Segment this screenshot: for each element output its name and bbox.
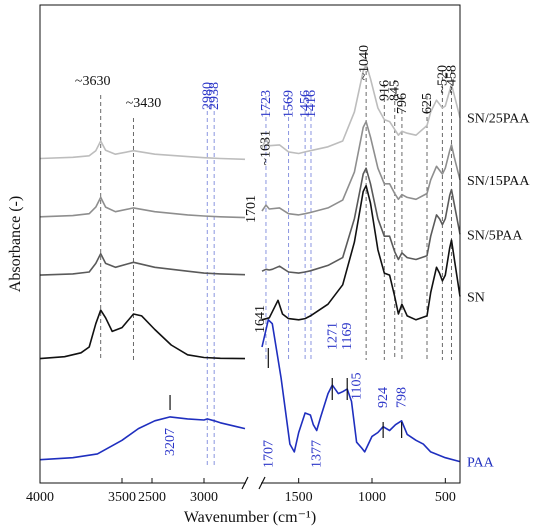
peak-label: 1701 bbox=[244, 195, 259, 223]
peak-label: ~3430 bbox=[126, 96, 162, 111]
peak-label: 1707 bbox=[261, 440, 276, 468]
x-tick-label: 500 bbox=[435, 490, 456, 505]
series-line bbox=[39, 416, 246, 461]
series-label: SN/25PAA bbox=[467, 112, 530, 127]
peak-label: 1416 bbox=[304, 90, 319, 118]
x-tick-label: 1000 bbox=[358, 490, 386, 505]
axis-break-mark bbox=[241, 476, 266, 490]
x-tick-label: 4000 bbox=[26, 490, 54, 505]
peak-label: 796 bbox=[395, 93, 410, 114]
series-line bbox=[261, 319, 461, 463]
peak-label: 2980 bbox=[200, 82, 215, 110]
series-label: SN bbox=[467, 291, 485, 306]
peak-label: 798 bbox=[395, 387, 410, 408]
series-line bbox=[39, 252, 246, 276]
peak-label: 845 bbox=[388, 80, 403, 101]
series-line bbox=[261, 184, 461, 321]
series-line bbox=[261, 63, 461, 155]
series-line bbox=[261, 120, 461, 216]
peak-label: 1377 bbox=[310, 440, 325, 468]
x-tick-label: 3000 bbox=[190, 490, 218, 505]
peak-label: ~458 bbox=[445, 65, 460, 94]
peak-label: 1169 bbox=[340, 323, 355, 350]
series-line bbox=[39, 309, 246, 360]
peak-label: 2938 bbox=[207, 82, 222, 110]
series-label: PAA bbox=[467, 456, 495, 471]
axis-break-slash bbox=[258, 476, 266, 490]
peak-label: 1641 bbox=[253, 305, 268, 333]
peak-label: ~1040 bbox=[357, 45, 372, 81]
x-tick-label: 2500 bbox=[138, 490, 166, 505]
peak-label: ~3630 bbox=[75, 74, 111, 89]
y-axis-label: Absorbance (-) bbox=[7, 196, 24, 292]
axis-ticks: 4000 3500 3000 2500 1500 1000 500 bbox=[26, 478, 456, 505]
peak-label: 1271 bbox=[325, 322, 340, 350]
x-axis-label: Wavenumber (cm⁻¹) bbox=[184, 509, 316, 526]
x-tick-label: 1500 bbox=[285, 490, 313, 505]
peak-label: 1723 bbox=[259, 90, 274, 118]
x-tick-label: 3500 bbox=[108, 490, 136, 505]
peak-label: 924 bbox=[376, 387, 391, 408]
axis-break-slash bbox=[241, 476, 249, 490]
peak-label: 1456 bbox=[298, 90, 313, 118]
peak-label: ~520 bbox=[435, 65, 450, 94]
peak-label: 916 bbox=[377, 80, 392, 101]
series-line bbox=[39, 196, 246, 219]
peak-label: ~1631 bbox=[259, 130, 274, 166]
spectra-traces: SN/25PAA SN/15PAA SN/5PAA SN PAA bbox=[39, 63, 530, 471]
series-line bbox=[39, 140, 246, 161]
peak-label: 625 bbox=[420, 93, 435, 114]
series-line bbox=[261, 167, 461, 274]
peak-label: 1105 bbox=[350, 373, 365, 400]
axis-break-gap bbox=[246, 477, 261, 489]
series-label: SN/5PAA bbox=[467, 228, 523, 243]
series-label: SN/15PAA bbox=[467, 174, 530, 189]
peak-label: 3207 bbox=[163, 428, 178, 456]
peak-label: 1569 bbox=[282, 90, 297, 118]
